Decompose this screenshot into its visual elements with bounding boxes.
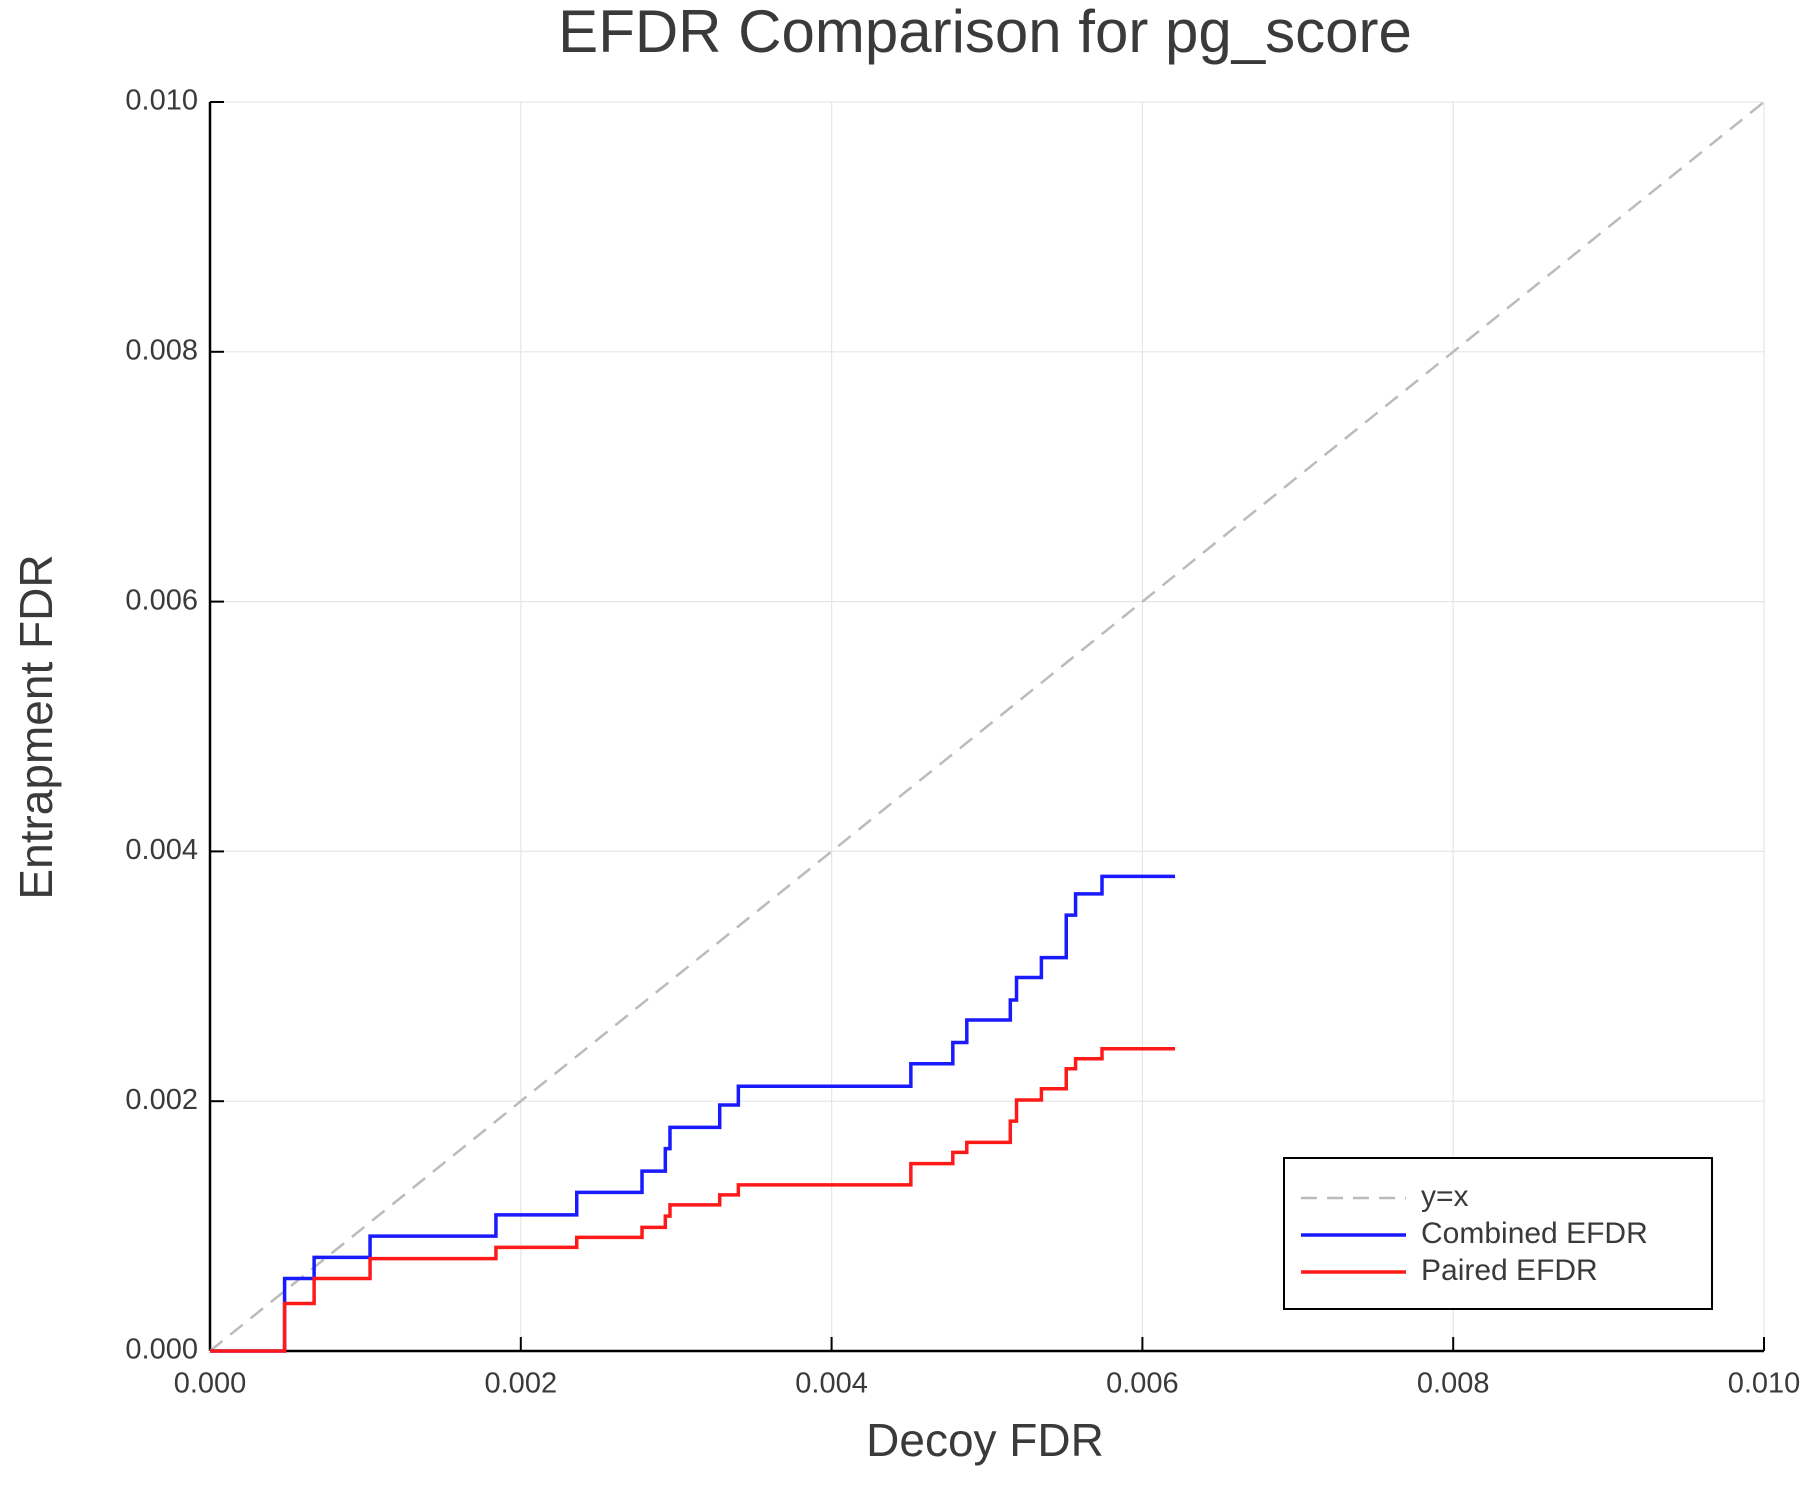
y-tick-label: 0.008 (125, 334, 198, 366)
x-tick-label: 0.000 (174, 1368, 247, 1400)
y-tick-label: 0.006 (125, 584, 198, 616)
x-tick-label: 0.008 (1417, 1368, 1490, 1400)
legend-label: Combined EFDR (1421, 1217, 1648, 1250)
y-tick-label: 0.000 (125, 1334, 198, 1366)
legend-label: Paired EFDR (1421, 1254, 1598, 1287)
y-axis-label: Entrapment FDR (10, 554, 62, 899)
x-tick-label: 0.006 (1106, 1368, 1179, 1400)
legend-box (1283, 1157, 1713, 1310)
x-tick-label: 0.002 (485, 1368, 558, 1400)
legend-label: y=x (1421, 1180, 1469, 1213)
y-tick-label: 0.004 (125, 834, 198, 866)
x-axis-label: Decoy FDR (866, 1414, 1104, 1466)
series-line (210, 874, 1176, 1353)
x-tick-label: 0.004 (795, 1368, 868, 1400)
y-tick-label: 0.002 (125, 1084, 198, 1116)
series-line (209, 101, 1765, 1352)
y-tick-label: 0.010 (125, 85, 198, 117)
series-line (210, 1046, 1176, 1353)
chart-title: EFDR Comparison for pg_score (558, 0, 1412, 65)
x-tick-label: 0.010 (1728, 1368, 1800, 1400)
